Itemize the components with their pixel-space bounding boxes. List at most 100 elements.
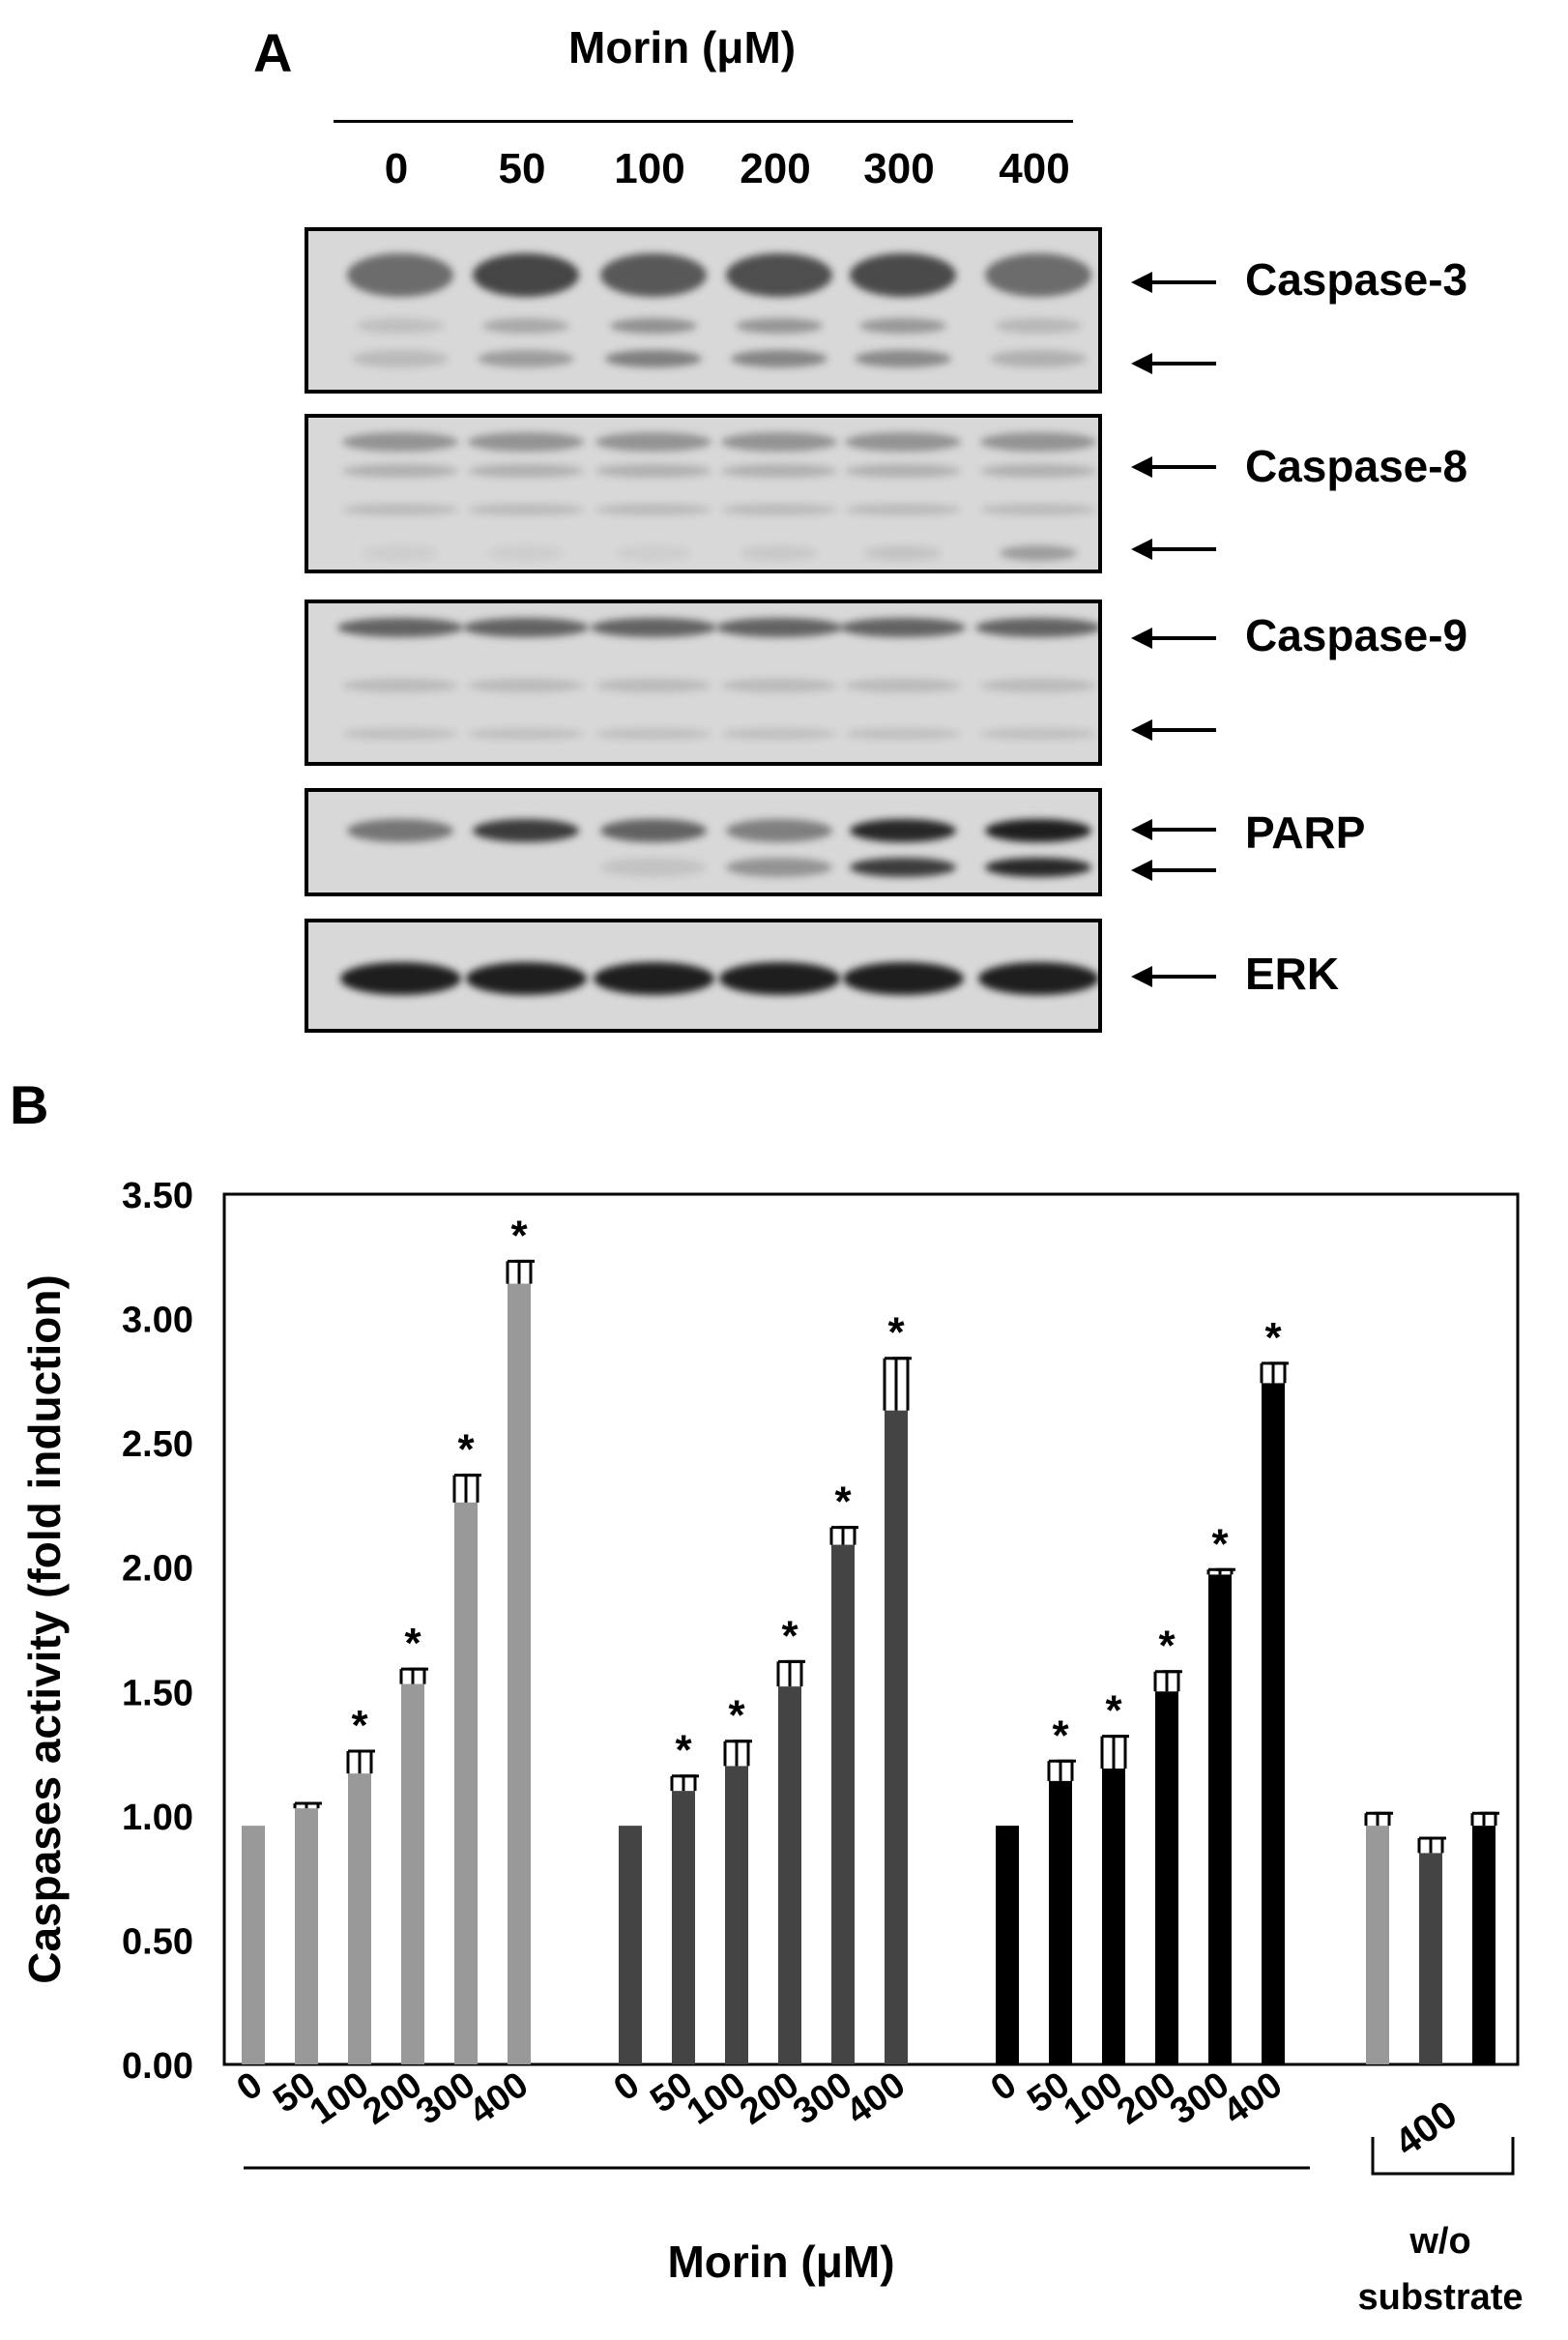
- blot-band: [840, 618, 966, 637]
- blot-band: [740, 545, 818, 561]
- protein-label: ERK: [1245, 949, 1340, 999]
- blot-band: [347, 252, 453, 297]
- substrate-label-line1: w/o: [1408, 2221, 1470, 2262]
- bar: [295, 1808, 318, 2064]
- y-axis-label: Caspases activity (fold induction): [19, 1274, 70, 1984]
- blot-band: [463, 618, 589, 637]
- blot-band: [465, 962, 587, 995]
- significance-asterisk: *: [887, 1309, 905, 1357]
- significance-asterisk: *: [1105, 1687, 1122, 1735]
- blot-parp: [305, 788, 1102, 896]
- blot-band: [726, 858, 832, 877]
- significance-asterisk: *: [834, 1478, 852, 1526]
- blot-band: [357, 318, 444, 334]
- blot-band: [595, 432, 711, 452]
- error-cap: [1419, 1836, 1444, 1854]
- arrow-icon: [1131, 272, 1216, 293]
- blot-band: [342, 679, 458, 692]
- blot-band: [721, 504, 837, 515]
- blot-band: [864, 545, 942, 561]
- blot-band: [845, 432, 961, 452]
- panel-a-letter: A: [253, 22, 293, 83]
- error-cap: [672, 1774, 697, 1792]
- significance-asterisk: *: [675, 1727, 692, 1774]
- blot-band: [980, 679, 1096, 692]
- blot-band: [600, 858, 707, 877]
- blot-erk: [305, 919, 1102, 1033]
- bar: [242, 1826, 265, 2064]
- blot-band: [980, 504, 1096, 515]
- blot-band: [721, 464, 837, 478]
- x-tick-label: 400: [1216, 2064, 1290, 2133]
- panel-a-treatment-label: Morin (μM): [568, 22, 797, 73]
- blot-band: [995, 318, 1082, 334]
- blot-band: [736, 318, 823, 334]
- blot-band: [721, 679, 837, 692]
- blot-band: [595, 728, 711, 740]
- bar: [619, 1826, 642, 2064]
- error-cap: [508, 1259, 533, 1284]
- significance-asterisk: *: [510, 1212, 528, 1259]
- error-cap: [831, 1526, 857, 1545]
- x-axis-label: Morin (μM): [667, 2237, 894, 2287]
- y-tick-label: 2.00: [122, 1549, 193, 1590]
- blot-band: [347, 819, 453, 842]
- bars: * * * * * * * * * * * * * *: [242, 1212, 1499, 2064]
- blot-band: [850, 252, 956, 297]
- panel-b-letter: B: [10, 1074, 49, 1135]
- arrow-icon: [1131, 719, 1216, 741]
- blot-band: [859, 318, 946, 334]
- error-cap: [1049, 1759, 1074, 1781]
- lane-label: 50: [498, 145, 546, 192]
- bar: [1102, 1769, 1125, 2064]
- error-cap: [1102, 1735, 1127, 1769]
- blot-band: [845, 679, 961, 692]
- blot-band: [487, 545, 565, 561]
- panel-a-treatment-line: [334, 120, 1073, 123]
- blot-band: [850, 858, 956, 877]
- bar: [1366, 1826, 1389, 2064]
- blot-band: [615, 545, 692, 561]
- bar: [1208, 1574, 1232, 2064]
- blot-band: [362, 545, 439, 561]
- blot-band: [845, 504, 961, 515]
- protein-label: Caspase-9: [1245, 610, 1468, 660]
- arrow-icon: [1131, 353, 1216, 374]
- bar: [348, 1773, 371, 2064]
- x-tick-label: 400: [839, 2064, 913, 2133]
- blot-band: [721, 432, 837, 452]
- blot-band: [1000, 545, 1077, 561]
- y-axis-ticks: 0.00 0.50 1.00 1.50 2.00 2.50 3.00 3.50: [122, 1176, 193, 2087]
- bar: [778, 1686, 801, 2064]
- blot-band: [985, 858, 1091, 877]
- blot-band: [842, 962, 964, 995]
- bar: [1049, 1780, 1072, 2064]
- bar: [1419, 1853, 1442, 2064]
- plot-frame: [222, 1192, 1520, 2066]
- error-cap: [401, 1667, 426, 1684]
- significance-asterisk: *: [1264, 1314, 1282, 1361]
- lane-label: 200: [740, 145, 811, 192]
- x-tick-label: 0: [230, 2064, 270, 2110]
- blot-band: [595, 464, 711, 478]
- blot-band: [845, 728, 961, 740]
- blot-band: [726, 819, 832, 842]
- error-cap: [1262, 1361, 1287, 1384]
- blot-band: [473, 252, 579, 297]
- blot-band: [716, 618, 842, 637]
- blot-band: [718, 962, 840, 995]
- blot-band: [473, 819, 579, 842]
- y-tick-label: 1.00: [122, 1798, 193, 1838]
- bar: [725, 1766, 748, 2064]
- blot-band: [482, 318, 569, 334]
- significance-asterisk: *: [351, 1702, 368, 1749]
- blot-band: [468, 504, 584, 515]
- blot-band: [342, 432, 458, 452]
- lane-label: 300: [863, 145, 935, 192]
- error-cap: [1208, 1567, 1234, 1575]
- significance-asterisk: *: [781, 1612, 799, 1659]
- substrate-label-line2: substrate: [1357, 2277, 1523, 2318]
- error-cap: [778, 1659, 803, 1687]
- blot-caspase-3: [305, 227, 1102, 394]
